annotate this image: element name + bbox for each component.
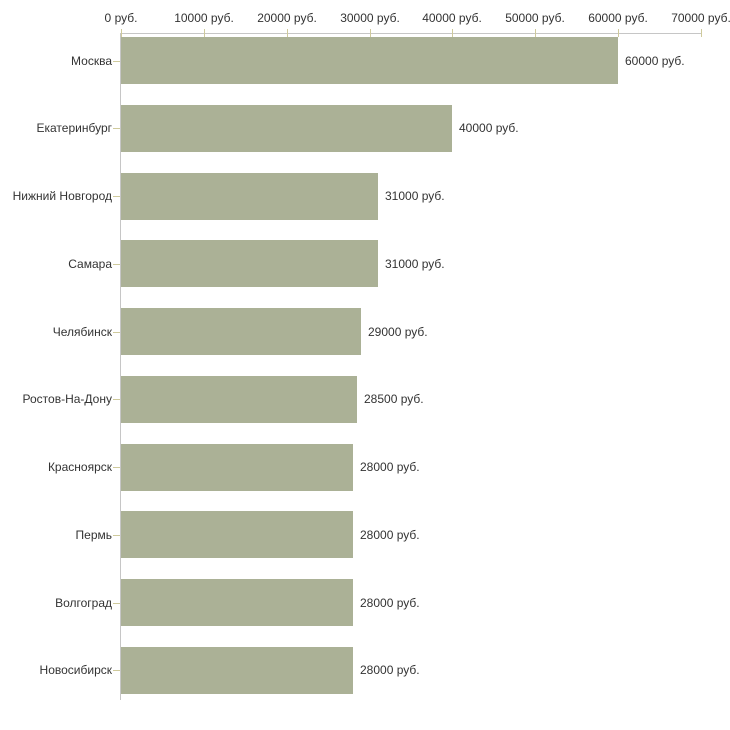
x-axis-tick (535, 29, 536, 37)
category-label: Челябинск (52, 324, 112, 339)
x-axis-tick (618, 29, 619, 37)
x-axis-tick-label: 70000 руб. (671, 11, 730, 25)
category-label: Волгоград (55, 595, 112, 610)
bar-6 (121, 376, 357, 423)
x-axis-tick (204, 29, 205, 37)
x-axis-tick-label: 50000 руб. (505, 11, 565, 25)
category-label: Ростов-На-Дону (22, 392, 112, 407)
category-tick (113, 196, 120, 197)
x-axis-tick-label: 30000 руб. (340, 11, 400, 25)
x-axis-tick (452, 29, 453, 37)
value-label: 31000 руб. (385, 256, 445, 271)
bar-5 (121, 308, 361, 355)
x-axis-tick (701, 29, 702, 37)
value-label: 60000 руб. (625, 53, 685, 68)
value-label: 28000 руб. (360, 460, 420, 474)
category-tick (113, 535, 120, 536)
x-axis-tick (121, 29, 122, 37)
x-axis-tick-label: 10000 руб. (174, 11, 234, 25)
category-tick (113, 467, 120, 468)
category-tick (113, 128, 120, 129)
category-label: Новосибирск (39, 663, 112, 678)
category-tick (113, 670, 120, 671)
bar-7 (121, 444, 353, 491)
bar-3 (121, 173, 378, 220)
y-axis-line (120, 33, 121, 700)
category-label: Самара (68, 256, 112, 271)
category-tick (113, 61, 120, 62)
bar-9 (121, 579, 353, 626)
category-label: Екатеринбург (36, 121, 113, 136)
value-label: 28000 руб. (360, 663, 420, 678)
bar-4 (121, 240, 378, 287)
bar-1 (121, 37, 618, 84)
x-axis-tick-label: 0 руб. (104, 11, 138, 25)
x-axis-tick-label: 60000 руб. (588, 11, 648, 25)
value-label: 28500 руб. (364, 392, 424, 407)
category-tick (113, 399, 120, 400)
category-label: Нижний Новгород (12, 189, 112, 203)
value-label: 28000 руб. (360, 595, 420, 610)
x-axis-tick (287, 29, 288, 37)
bar-2 (121, 105, 452, 152)
x-axis-tick-label: 20000 руб. (257, 11, 317, 25)
value-label: 28000 руб. (360, 527, 420, 542)
bar-10 (121, 647, 353, 694)
x-axis-tick-label: 40000 руб. (422, 11, 482, 25)
category-label: Пермь (75, 527, 112, 542)
category-label: Красноярск (47, 460, 112, 474)
category-tick (113, 332, 120, 333)
bar-8 (121, 511, 353, 558)
x-axis-line (121, 33, 701, 34)
category-tick (113, 264, 120, 265)
x-axis-tick (370, 29, 371, 37)
value-label: 40000 руб. (459, 121, 519, 136)
value-label: 29000 руб. (368, 324, 428, 339)
category-tick (113, 603, 120, 604)
value-label: 31000 руб. (385, 189, 445, 203)
category-label: Москва (71, 53, 112, 68)
